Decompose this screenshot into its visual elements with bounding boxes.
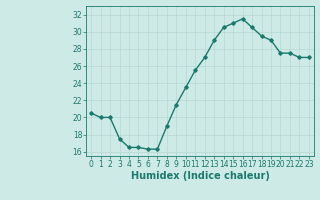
X-axis label: Humidex (Indice chaleur): Humidex (Indice chaleur) (131, 171, 269, 181)
